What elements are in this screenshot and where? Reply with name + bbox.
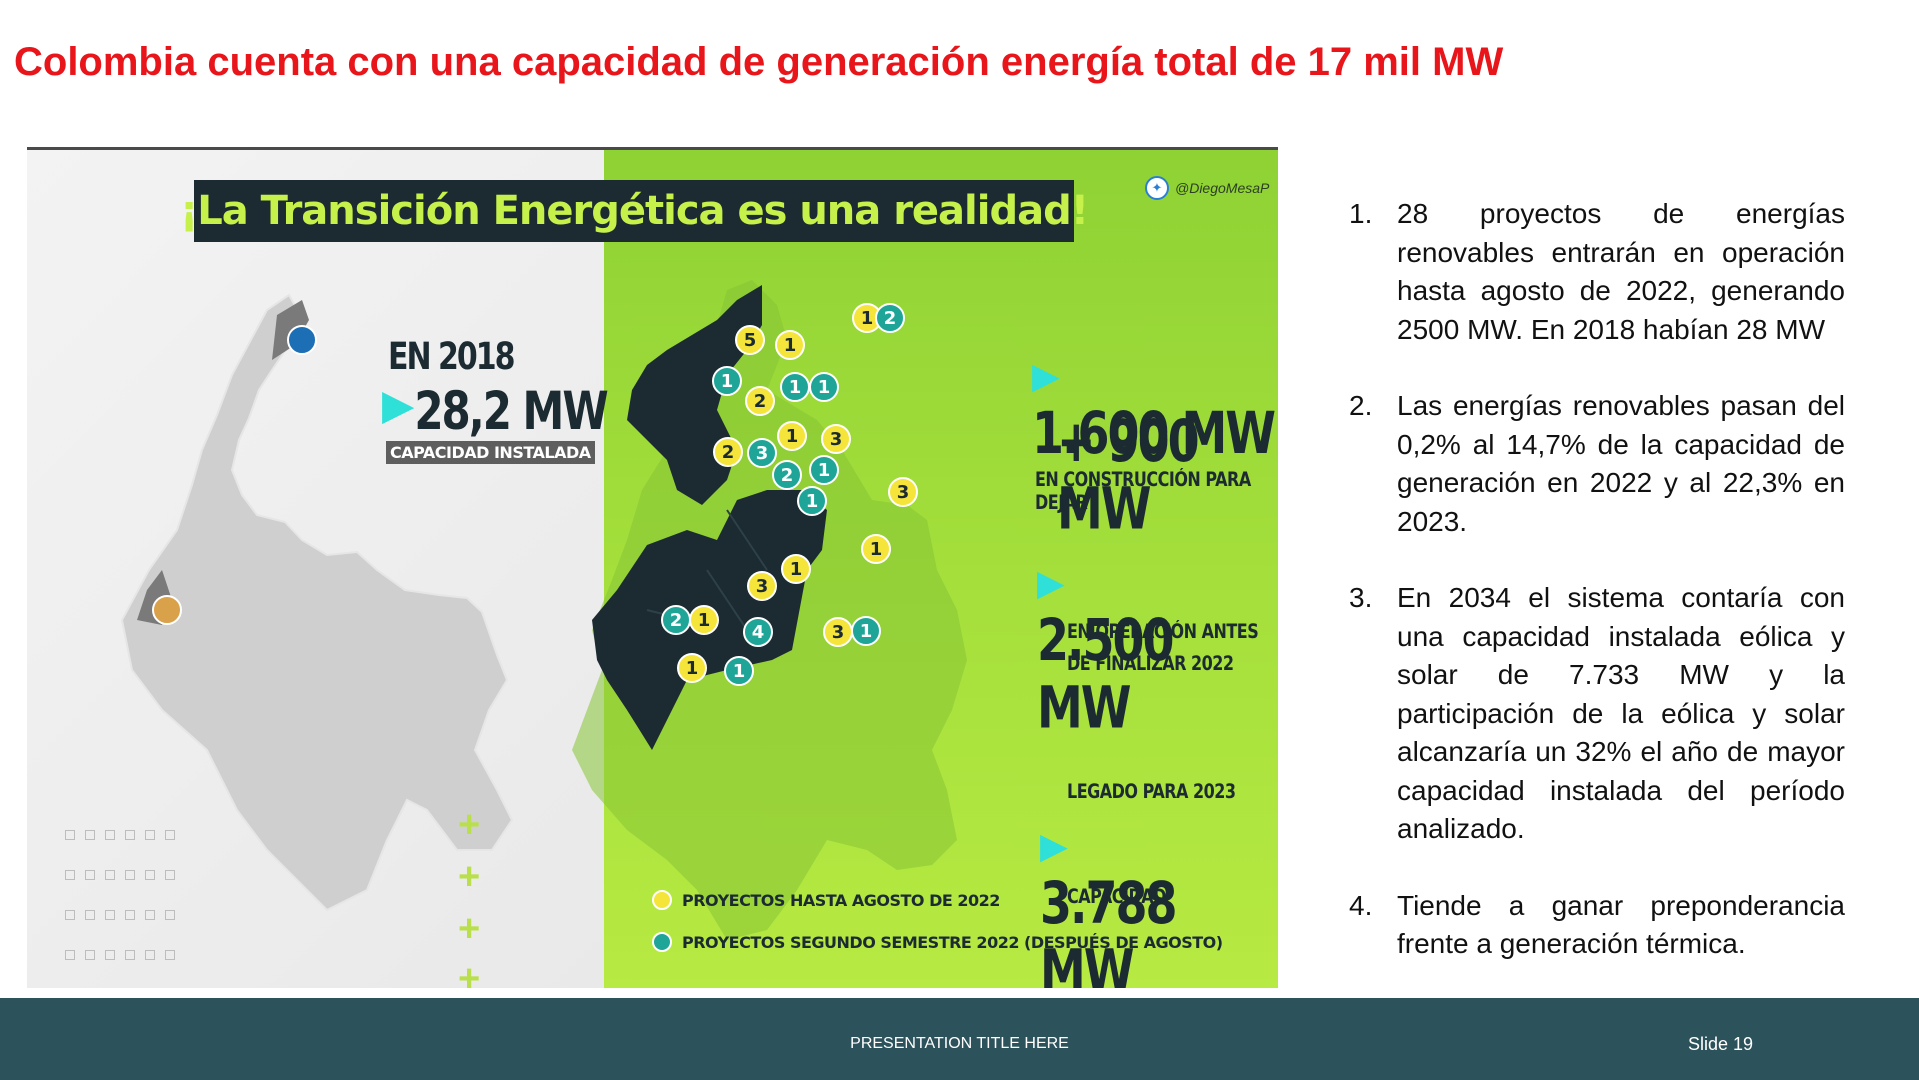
project-marker-yellow: 3 [888, 477, 918, 507]
project-marker-yellow: 5 [735, 325, 765, 355]
project-marker-teal: 3 [747, 438, 777, 468]
key-point: 1. 28 proyectos de energías renovables en… [1349, 198, 1845, 345]
teal-dot-icon [652, 932, 672, 952]
plus-icon: + [458, 856, 481, 898]
key-point-text: Las energías renovables pasan del 0,2% a… [1397, 390, 1845, 537]
wind-marker-icon [287, 325, 317, 355]
arrow-icon: ▶ [1040, 826, 1068, 867]
infographic-banner: ¡La Transición Energética es una realida… [180, 180, 1089, 242]
arrow-icon: ▶ [382, 380, 415, 429]
key-point-text: En 2034 el sistema contaría con una capa… [1397, 582, 1845, 844]
project-marker-teal: 1 [780, 372, 810, 402]
legacy-label: LEGADO PARA 2023 [1067, 780, 1236, 803]
legend-item-teal: PROYECTOS SEGUNDO SEMESTRE 2022 (DESPUÉS… [652, 932, 1223, 952]
project-marker-yellow: 3 [823, 617, 853, 647]
project-marker-yellow: 2 [713, 437, 743, 467]
project-marker-teal: 1 [724, 656, 754, 686]
slide-footer: PRESENTATION TITLE HERE Slide 19 [0, 998, 1919, 1080]
legend-item-yellow: PROYECTOS HASTA AGOSTO DE 2022 [652, 890, 1000, 910]
project-marker-teal: 2 [875, 303, 905, 333]
arrow-icon: ▶ [1032, 356, 1060, 397]
key-points-list: 1. 28 proyectos de energías renovables en… [1345, 195, 1845, 1002]
project-marker-teal: 4 [743, 617, 773, 647]
construction-value-1: ▶1.600 MW [1032, 356, 1276, 467]
project-marker-yellow: 1 [777, 421, 807, 451]
twitter-icon: ✦ [1145, 176, 1169, 200]
key-point: 3. En 2034 el sistema contaría con una ca… [1349, 582, 1845, 844]
plus-icon: + [458, 958, 481, 988]
energy-transition-infographic: ¡La Transición Energética es una realida… [27, 147, 1278, 988]
project-marker-teal: 2 [661, 605, 691, 635]
plus-icon: + [458, 908, 481, 950]
plus-icon: + [458, 804, 481, 846]
year-2018-label: EN 2018 [388, 335, 516, 379]
legacy-caption: CAPACIDAD [1067, 885, 1166, 908]
highlight-region-north [272, 300, 309, 360]
project-marker-yellow: 3 [821, 424, 851, 454]
key-point-text: Tiende a ganar preponderancia frente a g… [1397, 889, 1845, 960]
key-point-text: 28 proyectos de energías renovables entr… [1397, 198, 1845, 345]
slide-number: Slide 19 [1688, 1034, 1754, 1054]
decorative-dot-grid [65, 830, 185, 988]
twitter-handle: ✦ @DiegoMesaP [1145, 176, 1269, 200]
slide-title: Colombia cuenta con una capacidad de gen… [14, 40, 1504, 84]
project-marker-teal: 1 [809, 455, 839, 485]
construction-value-2: + 900 MW [1057, 407, 1200, 542]
yellow-dot-icon [652, 890, 672, 910]
key-point: 4. Tiende a ganar preponderancia frente a… [1349, 889, 1845, 960]
project-marker-teal: 1 [712, 366, 742, 396]
project-marker-yellow: 1 [775, 330, 805, 360]
operation-caption-1: EN OPERACIÓN ANTES [1067, 620, 1259, 643]
colombia-map-2018 [120, 293, 514, 912]
project-marker-yellow: 1 [677, 653, 707, 683]
legacy-value: ▶3.788 MW [1040, 826, 1178, 988]
presentation-title: PRESENTATION TITLE HERE [850, 1035, 1069, 1052]
project-marker-teal: 1 [797, 486, 827, 516]
project-marker-yellow: 1 [861, 534, 891, 564]
project-marker-yellow: 1 [781, 554, 811, 584]
key-point: 2. Las energías renovables pasan del 0,2%… [1349, 390, 1845, 537]
project-marker-yellow: 1 [689, 605, 719, 635]
arrow-icon: ▶ [1037, 563, 1065, 604]
project-marker-teal: 1 [851, 616, 881, 646]
project-marker-yellow: 3 [747, 571, 777, 601]
operation-caption-2: DE FINALIZAR 2022 [1067, 652, 1234, 675]
solar-marker-icon [152, 595, 182, 625]
twitter-handle-text: @DiegoMesaP [1175, 180, 1270, 196]
installed-2018-value: ▶28,2 MW [382, 380, 609, 442]
project-marker-yellow: 2 [745, 386, 775, 416]
project-marker-teal: 1 [809, 372, 839, 402]
construction-caption: EN CONSTRUCCIÓN PARA DEJAR [1035, 468, 1251, 514]
operation-value: ▶2.500 MW [1037, 563, 1175, 741]
project-marker-teal: 2 [772, 460, 802, 490]
installed-caption: CAPACIDAD INSTALADA [386, 441, 595, 464]
